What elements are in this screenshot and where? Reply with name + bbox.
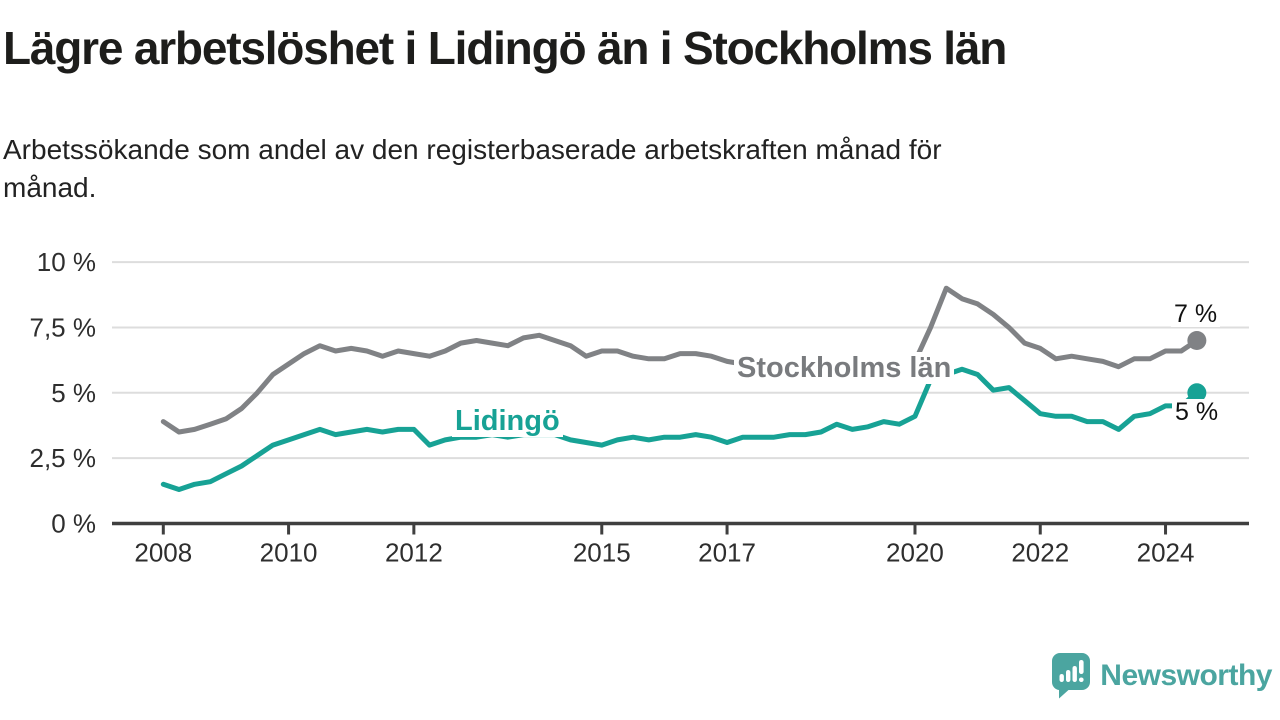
x-tick-label: 2010: [260, 538, 318, 568]
chart-subtitle: Arbetssökande som andel av den registerb…: [3, 134, 942, 204]
x-tick-label: 2024: [1137, 538, 1195, 568]
x-tick-label: 2015: [573, 538, 631, 568]
x-tick-label: 2008: [134, 538, 192, 568]
series-label-stockholms-lan: Stockholms län: [734, 352, 955, 385]
y-tick-label: 7,5 %: [30, 312, 97, 342]
chart-title: Lägre arbetslöshet i Lidingö än i Stockh…: [3, 22, 1007, 74]
x-tick-label: 2017: [698, 538, 756, 568]
x-tick-label: 2020: [886, 538, 944, 568]
x-tick-label: 2022: [1011, 538, 1069, 568]
logo-exclamation-dot: [1079, 677, 1084, 682]
series-line-lidingö: [160, 366, 1200, 492]
end-value-label-stockholms-lan: 7 %: [1171, 301, 1221, 327]
logo-bar-1: [1059, 674, 1065, 682]
newsworthy-logo-icon: [1052, 653, 1091, 699]
series-label-lidingo: Lidingö: [452, 405, 563, 438]
end-value-label-lidingo: 5 %: [1172, 399, 1222, 425]
end-dot-lidingö: [1187, 383, 1207, 403]
y-tick-label: 5 %: [51, 378, 96, 408]
chart-canvas: 2008 2010 2012 2015 2017 2020 2022 2024 0 % 2,5 %…: [30, 247, 1249, 568]
y-tick-label: 2,5 %: [30, 443, 97, 473]
brand-footer: Newsworthy: [1051, 652, 1272, 699]
logo-exclamation-bar: [1079, 660, 1084, 674]
end-dot-stockholms-län: [1187, 331, 1207, 351]
y-tick-label: 0 %: [51, 509, 96, 539]
logo-bar-2: [1066, 670, 1071, 682]
brand-name: Newsworthy: [1100, 658, 1272, 692]
series-line-stockholms-län: [160, 285, 1200, 435]
y-tick-label: 10 %: [37, 247, 96, 277]
logo-bar-3: [1072, 666, 1078, 682]
x-tick-label: 2012: [385, 538, 443, 568]
